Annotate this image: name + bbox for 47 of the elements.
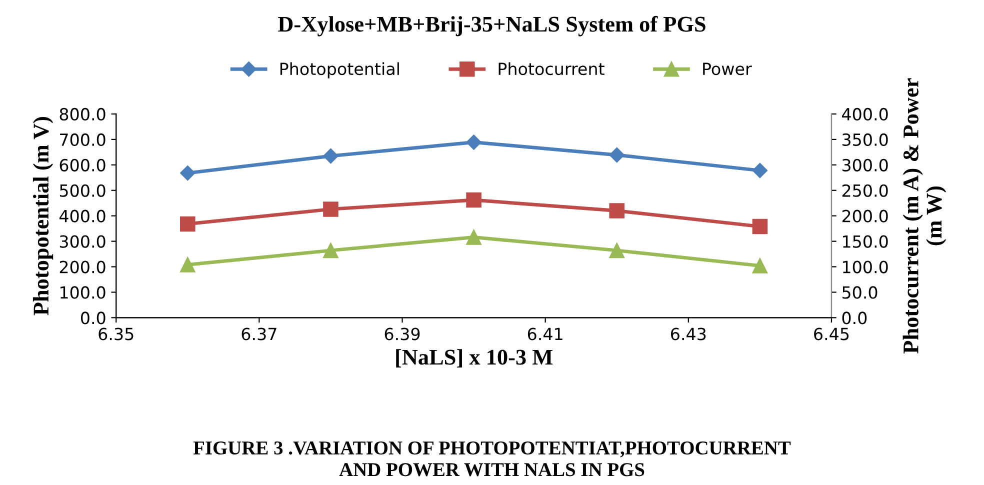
x-tick-label: 6.39 [384, 328, 420, 340]
point [466, 192, 482, 208]
y-tick-label: 400.0 [59, 210, 106, 222]
y-tick-label: 600.0 [60, 158, 106, 172]
y2-tick-label: 100.0 [843, 260, 888, 274]
y2-tick-label: 250.0 [842, 184, 888, 197]
y-tick-label: 100.0 [60, 286, 106, 299]
x-tick-label: 6.45 [814, 328, 849, 340]
y-tick-label: 200.0 [60, 260, 106, 274]
caption: FIGURE 3 .VARIATION OF PHOTOPOTENTIAT,PHOTOCURRENT AND POWER WITH NALS IN PGS [193, 441, 791, 476]
y2-tick-label: 50.0 [842, 286, 878, 299]
y2-tick-label: 400.0 [842, 108, 888, 121]
point [323, 148, 338, 164]
x-tick-label: 6.35 [98, 328, 134, 340]
y2-tick-label: 200.0 [842, 210, 888, 222]
y2-tick-label: 150.0 [843, 235, 888, 248]
y-tick-label: 300.0 [60, 235, 106, 248]
y2-tick-label: 0.0 [842, 312, 867, 324]
point [752, 162, 768, 178]
legend-label: Photopotential [280, 62, 399, 78]
y2-tick-label: 300.0 [842, 158, 888, 172]
point [609, 147, 624, 163]
point [752, 258, 768, 274]
y-tick-label: 0.0 [80, 312, 106, 324]
legend-label: Power [703, 62, 752, 76]
point [609, 242, 625, 258]
point [180, 165, 196, 181]
x-tick-label: 6.37 [242, 328, 276, 340]
point [323, 242, 338, 258]
y2-tick-label: 350.0 [842, 133, 888, 146]
x-tick-label: 6.43 [671, 328, 706, 340]
point [180, 216, 196, 232]
point [466, 134, 482, 150]
point [609, 203, 625, 218]
point [323, 202, 338, 217]
y-tick-label: 800.0 [60, 108, 106, 121]
y-tick-label: 700.0 [60, 133, 106, 146]
chart-title: D-Xylose+MB+Brij-35+NaLS System of PGS [278, 16, 706, 36]
y2-axis-title: Photocurrent (m A) & Power (m W) [902, 78, 946, 354]
x-tick-label: 6.41 [528, 328, 562, 340]
point [180, 257, 196, 272]
y-tick-label: 500.0 [60, 184, 106, 197]
point [752, 218, 768, 234]
x-axis-title: [NaLS] x 10-3 M [396, 349, 552, 368]
y-axis-title: Photopotential (m V) [32, 117, 54, 316]
point [466, 230, 482, 245]
legend-label: Photocurrent [498, 62, 604, 76]
